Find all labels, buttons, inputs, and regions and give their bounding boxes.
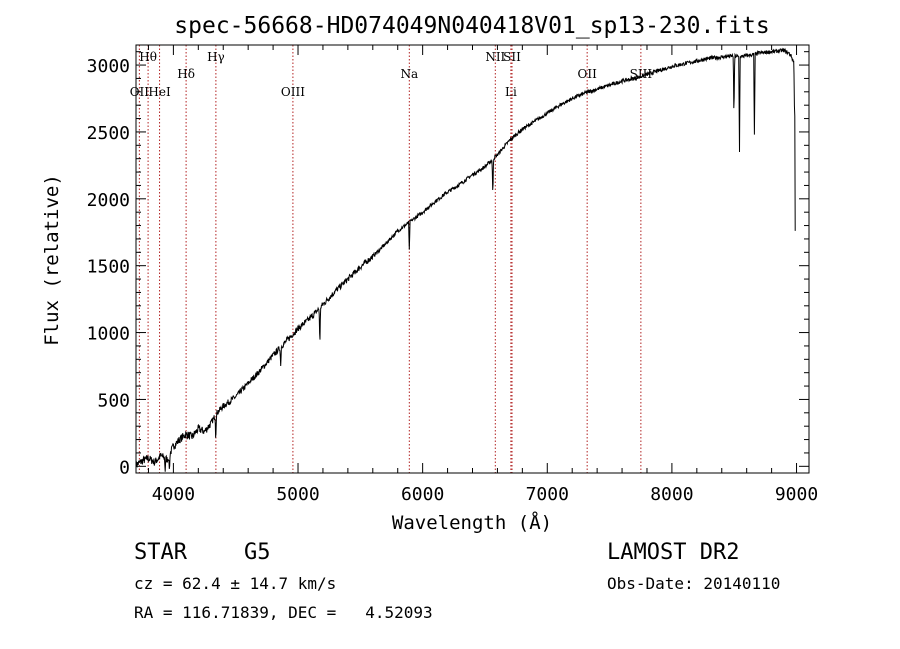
spectrum-line [135, 47, 796, 472]
x-tick-label: 7000 [526, 484, 569, 505]
y-tick-label: 1000 [87, 324, 130, 345]
y-tick-label: 0 [119, 457, 130, 478]
y-axis-label: Flux (relative) [41, 174, 63, 346]
spectral-line-label: Na [400, 67, 418, 81]
y-axis: 0 500 1000 1500 2000 2500 3000 [87, 51, 809, 478]
x-axis-label: Wavelength (Å) [392, 511, 552, 534]
spectral-line-label: SII [503, 50, 521, 64]
chart-title: spec-56668-HD074049N040418V01_sp13-230.f… [174, 13, 769, 39]
y-tick-label: 500 [97, 390, 130, 411]
spectrum-chart: spec-56668-HD074049N040418V01_sp13-230.f… [41, 13, 818, 534]
object-subclass: G5 [244, 540, 271, 565]
y-tick-label: 1500 [87, 257, 130, 278]
spectral-line-label: Hθ [139, 50, 157, 64]
spectral-line-label: Hδ [177, 67, 195, 81]
coordinates: RA = 116.71839, DEC = 4.52093 [134, 603, 433, 622]
x-tick-label: 4000 [152, 484, 195, 505]
spectral-line-label: Li [505, 85, 517, 99]
observation-date: Obs-Date: 20140110 [607, 574, 781, 593]
x-axis: 4000 5000 6000 7000 8000 9000 [147, 45, 818, 505]
spectral-line-label: OII [577, 67, 597, 81]
y-tick-label: 3000 [87, 56, 130, 77]
spectrum-series [135, 47, 796, 472]
x-tick-label: 8000 [650, 484, 693, 505]
y-tick-label: 2500 [87, 123, 130, 144]
plot-frame [135, 44, 810, 474]
x-tick-label: 9000 [775, 484, 818, 505]
object-type: STAR [134, 540, 187, 565]
x-tick-label: 5000 [276, 484, 319, 505]
spectral-line-label: Hγ [207, 50, 225, 64]
spectral-line-label: HeI [148, 85, 171, 99]
redshift-velocity: cz = 62.4 ± 14.7 km/s [134, 574, 337, 593]
x-tick-label: 6000 [401, 484, 444, 505]
y-tick-label: 2000 [87, 190, 130, 211]
spectral-line-label: OIII [281, 85, 305, 99]
spectral-line-label: NII [485, 50, 505, 64]
survey-name: LAMOST DR2 [607, 540, 740, 565]
